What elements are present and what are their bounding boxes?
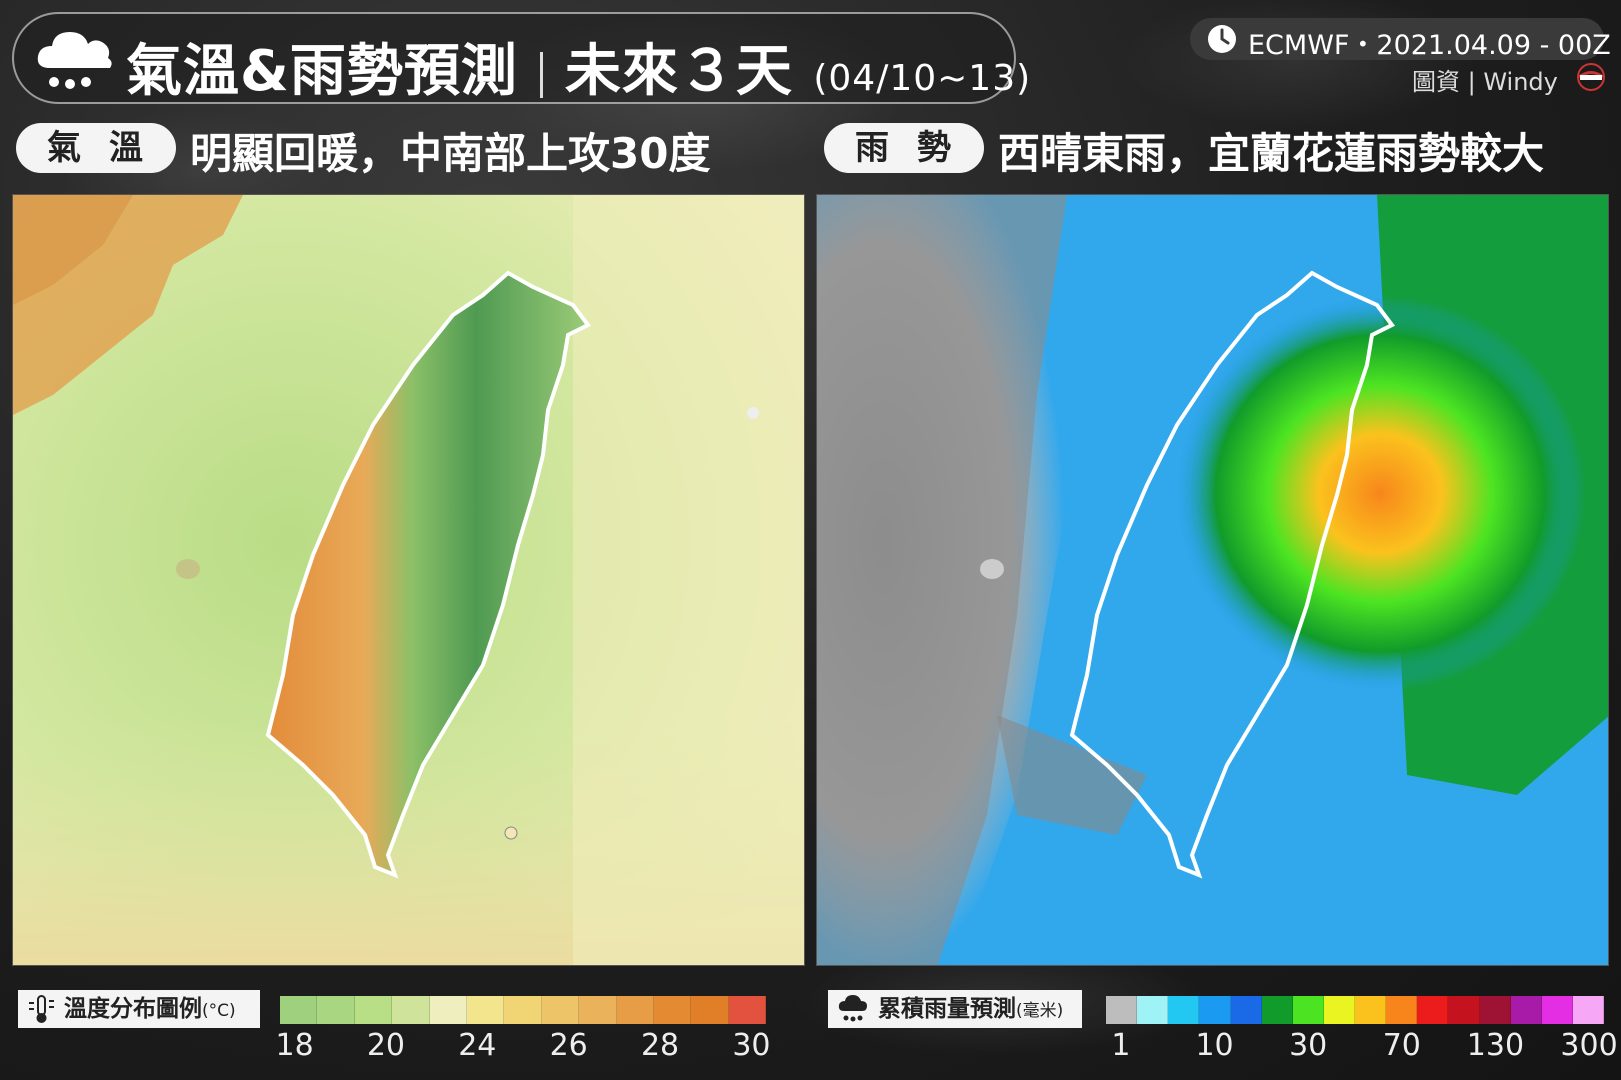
rain-swatch <box>1230 996 1262 1024</box>
cloud-rain-icon <box>838 995 867 1022</box>
temperature-swatch <box>541 996 580 1024</box>
rain-swatch <box>1261 996 1293 1024</box>
temperature-headline: 明顯回暖，中南部上攻30度 <box>190 129 711 178</box>
rain-swatch <box>1199 996 1231 1024</box>
title-date-range: (04/10~13) <box>813 58 1032 99</box>
rain-swatch <box>1510 996 1542 1024</box>
rain-tick-label: 300 <box>1560 1028 1618 1063</box>
rain-headline: 西晴東雨，宜蘭花蓮雨勢較大 <box>998 129 1545 178</box>
temperature-swatch <box>466 996 505 1024</box>
temperature-legend-title-text: 溫度分布圖例 <box>64 996 202 1022</box>
temperature-swatch <box>616 996 654 1024</box>
rain-legend-title-text: 累積雨量預測 <box>878 996 1016 1022</box>
rain-legend-title: 累積雨量預測(毫米) <box>828 990 1082 1028</box>
temperature-badge: 氣溫 <box>16 123 176 173</box>
rain-swatch <box>1541 996 1573 1024</box>
rain-tick-label: 1 <box>1111 1028 1131 1063</box>
source-badge: ECMWF・2021.04.09 - 00Z <box>1190 18 1611 61</box>
title-subtitle: 未來３天 <box>564 39 793 104</box>
temperature-tick-label: 30 <box>732 1028 771 1063</box>
map-credit: 圖資 | Windy <box>1412 68 1558 96</box>
rainfall-map[interactable] <box>816 194 1609 966</box>
rain-swatch <box>1292 996 1324 1024</box>
rain-legend-unit: (毫米) <box>1016 1001 1064 1021</box>
rain-swatch <box>1137 996 1169 1024</box>
title-banner: 氣溫&雨勢預測 未來３天 (04/10~13) <box>12 12 1030 104</box>
temperature-color-scale <box>280 996 767 1024</box>
temperature-tick-label: 26 <box>549 1028 588 1063</box>
temperature-swatch <box>317 996 355 1024</box>
temperature-swatch <box>728 996 767 1024</box>
temperature-legend-title: 溫度分布圖例(°C) <box>18 990 260 1028</box>
temperature-swatch <box>429 996 467 1024</box>
page-title: 氣溫&雨勢預測 未來３天 (04/10~13) <box>126 26 1031 107</box>
rain-tick-label: 70 <box>1382 1028 1421 1063</box>
rain-swatch <box>1572 996 1604 1024</box>
rain-swatch <box>1323 996 1355 1024</box>
rain-swatch <box>1106 996 1138 1024</box>
rain-color-scale <box>1106 996 1604 1024</box>
rain-tick-label: 130 <box>1466 1028 1525 1063</box>
windy-logo-icon <box>1577 63 1605 91</box>
thermometer-sun-icon <box>29 995 54 1023</box>
rain-swatch <box>1355 996 1387 1024</box>
rain-badge: 雨勢 <box>824 123 984 173</box>
source-text: ECMWF・2021.04.09 - 00Z <box>1248 30 1611 61</box>
temperature-tick-label: 18 <box>275 1028 314 1063</box>
rain-swatch <box>1168 996 1200 1024</box>
rain-swatch <box>1417 996 1449 1024</box>
temperature-map[interactable] <box>12 194 805 966</box>
temperature-swatch <box>691 996 729 1024</box>
temperature-swatch <box>579 996 617 1024</box>
temperature-tick-label: 28 <box>640 1028 680 1063</box>
temperature-swatch <box>392 996 430 1024</box>
title-divider <box>539 51 543 98</box>
temperature-legend-unit: (°C) <box>202 1001 236 1021</box>
taiwan-outline <box>1069 270 1396 879</box>
temperature-swatch <box>354 996 393 1024</box>
temperature-swatch <box>504 996 542 1024</box>
clock-icon <box>1208 25 1236 53</box>
cloud-rain-icon <box>37 32 112 89</box>
temperature-scale-ticks: 18 20 24 26 28 30 <box>275 1028 770 1068</box>
rain-swatch <box>1386 996 1418 1024</box>
temperature-swatch <box>653 996 692 1024</box>
title-main: 氣溫&雨勢預測 <box>126 39 518 104</box>
rain-swatch <box>1448 996 1480 1024</box>
rain-tick-label: 30 <box>1289 1028 1328 1063</box>
rain-swatch <box>1479 996 1511 1024</box>
temperature-swatch <box>280 996 318 1024</box>
rain-scale-ticks: 1 10 30 70 130 300 <box>1106 1028 1617 1068</box>
taiwan-outline <box>265 270 592 879</box>
temperature-tick-label: 20 <box>366 1028 406 1063</box>
rain-tick-label: 10 <box>1195 1028 1234 1063</box>
temperature-tick-label: 24 <box>458 1028 497 1063</box>
